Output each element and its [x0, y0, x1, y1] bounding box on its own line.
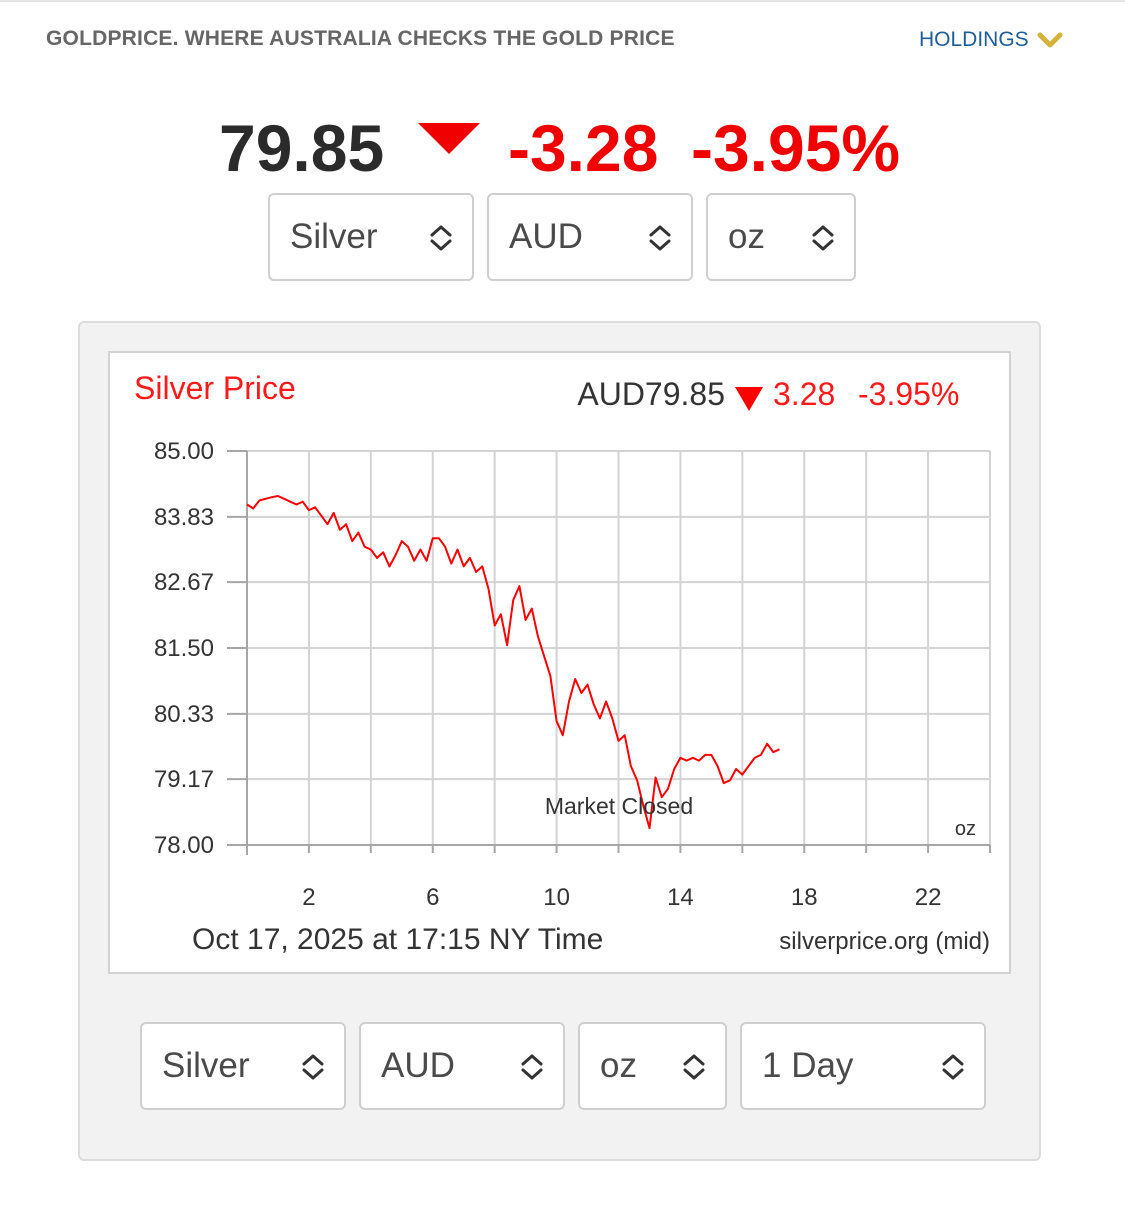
chart-svg: Silver Price AUD79.85 3.28 -3.95% 85.008… [134, 370, 991, 956]
select-arrows-icon [812, 225, 834, 251]
x-tick-label: 6 [426, 884, 439, 911]
y-tick-label: 81.50 [154, 635, 214, 662]
chart-metal-select[interactable]: Silver [140, 1022, 346, 1110]
y-tick-label: 82.67 [154, 569, 214, 596]
currency-select[interactable]: AUD [487, 193, 693, 281]
metal-select[interactable]: Silver [268, 193, 474, 281]
chart-summary-price: AUD79.85 [577, 376, 725, 412]
currency-select-value: AUD [509, 217, 583, 256]
site-title: GOLDPRICE. WHERE AUSTRALIA CHECKS THE GO… [46, 27, 675, 50]
chart-currency-select-value: AUD [381, 1046, 455, 1085]
chart-axes [227, 450, 991, 855]
unit-select-value: oz [728, 217, 765, 256]
unit-select[interactable]: oz [706, 193, 856, 281]
chart-currency-select[interactable]: AUD [359, 1022, 565, 1110]
select-arrows-icon [521, 1054, 543, 1080]
x-tick-label: 14 [667, 884, 694, 911]
chart-range-select[interactable]: 1 Day [740, 1022, 986, 1110]
x-tick-label: 10 [543, 884, 570, 911]
select-arrows-icon [942, 1054, 964, 1080]
chevron-down-icon [1037, 32, 1063, 48]
y-tick-label: 78.00 [154, 832, 214, 859]
chart-range-select-value: 1 Day [762, 1046, 854, 1085]
chart-unit-select-value: oz [600, 1046, 637, 1085]
x-tick-labels: 2 6 10 14 18 22 [302, 884, 941, 911]
metal-select-value: Silver [290, 217, 378, 256]
x-tick-label: 22 [915, 884, 942, 911]
x-tick-label: 2 [302, 884, 315, 911]
holdings-menu[interactable]: HOLDINGS [919, 28, 1063, 52]
chart-unit-select[interactable]: oz [578, 1022, 727, 1110]
select-arrows-icon [683, 1054, 705, 1080]
chart-source: silverprice.org (mid) [779, 928, 990, 955]
top-border [0, 0, 1125, 2]
price-change-percent: -3.95% [691, 111, 901, 185]
chart-metal-select-value: Silver [162, 1046, 250, 1085]
y-tick-labels: 85.00 83.83 82.67 81.50 80.33 79.17 78.00 [154, 438, 214, 859]
y-tick-label: 80.33 [154, 701, 214, 728]
y-tick-label: 85.00 [154, 438, 214, 465]
x-tick-label: 18 [791, 884, 818, 911]
current-price: 79.85 [219, 111, 385, 185]
select-arrows-icon [302, 1054, 324, 1080]
chart-timestamp: Oct 17, 2025 at 17:15 NY Time [192, 923, 603, 956]
chart-summary-change: 3.28 [773, 376, 835, 412]
price-ticker: 79.85 -3.28 -3.95% [0, 108, 1125, 188]
silver-price-line [246, 495, 780, 830]
summary-down-arrow-icon [735, 387, 763, 411]
market-closed-annotation: Market Closed [545, 793, 693, 819]
y-tick-label: 79.17 [154, 766, 214, 793]
down-arrow-icon [418, 123, 480, 154]
price-chart: Silver Price AUD79.85 3.28 -3.95% 85.00 8… [108, 351, 1011, 974]
chart-title: Silver Price [134, 370, 296, 406]
chart-summary: AUD79.85 3.28 -3.95% [577, 376, 959, 412]
unit-label: oz [955, 818, 976, 840]
chart-summary-pct: -3.95% [858, 376, 959, 412]
select-arrows-icon [649, 225, 671, 251]
holdings-label: HOLDINGS [919, 28, 1029, 51]
y-tick-label: 83.83 [154, 504, 214, 531]
select-arrows-icon [430, 225, 452, 251]
chart-grid [247, 450, 991, 846]
price-change: -3.28 [508, 111, 659, 185]
